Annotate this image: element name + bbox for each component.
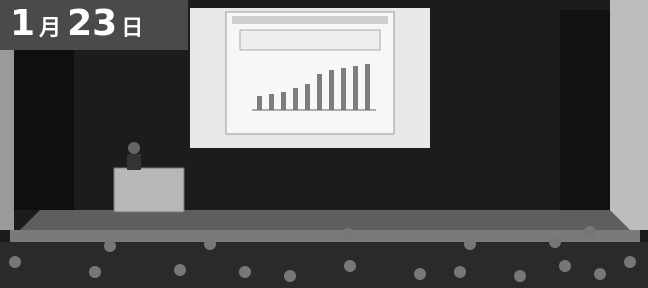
podium xyxy=(114,168,184,212)
curtain xyxy=(14,40,74,210)
audience-area xyxy=(0,242,648,288)
side-wall xyxy=(0,40,14,230)
speaker xyxy=(128,142,140,154)
slide-title xyxy=(232,16,388,24)
side-wall xyxy=(610,0,648,230)
date-badge: 1 月 23 日 xyxy=(0,0,188,50)
day: 23 xyxy=(67,0,117,48)
speaker xyxy=(127,154,141,170)
day-unit: 日 xyxy=(121,10,143,42)
month: 1 xyxy=(10,0,35,48)
page: 1 月 23 日 (() => { const data = JSON.pars… xyxy=(0,0,648,288)
curtain xyxy=(560,10,610,210)
month-unit: 月 xyxy=(39,10,61,42)
stage-edge xyxy=(10,230,640,242)
slide-box xyxy=(240,30,380,50)
